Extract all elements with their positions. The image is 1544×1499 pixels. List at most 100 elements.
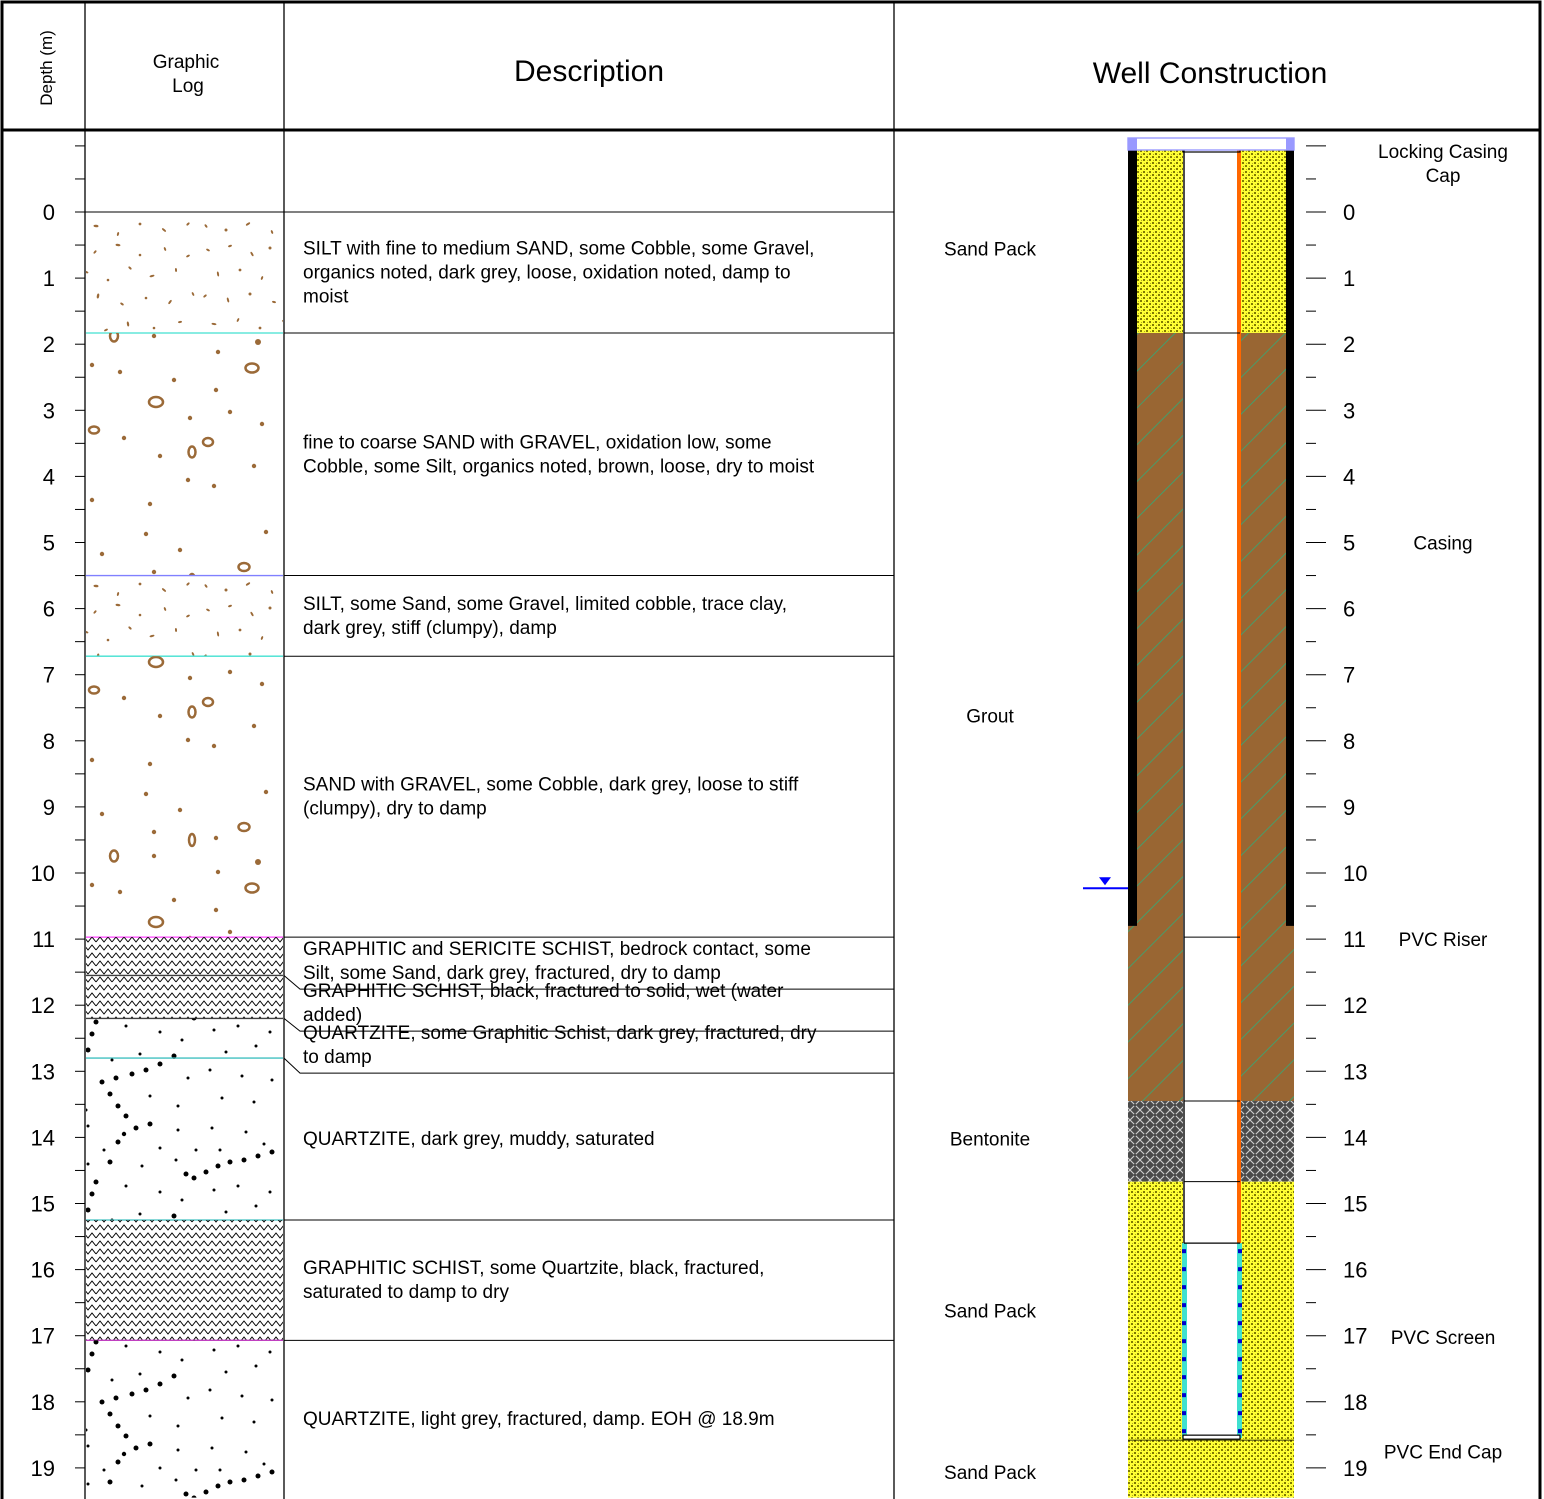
stratum-3: SILT, some Sand, some Gravel, limited co… — [86, 575, 894, 657]
stratum-graphic-schist — [86, 1220, 283, 1341]
depth-label-right: 10 — [1343, 861, 1367, 886]
depth-label-left: 15 — [31, 1192, 55, 1217]
stratum-description-line: QUARTZITE, dark grey, muddy, saturated — [303, 1129, 655, 1150]
depth-label-left: 18 — [31, 1390, 55, 1415]
description-separator — [283, 1057, 894, 1074]
screen-slot — [1182, 1357, 1186, 1362]
stratum-description-line: saturated to damp to dry — [303, 1282, 509, 1303]
screen-slot — [1182, 1339, 1186, 1344]
depth-label-right: 8 — [1343, 729, 1355, 754]
depth-label-left: 0 — [43, 200, 55, 225]
well-diagram — [1083, 137, 1295, 1498]
stratum-description-line: QUARTZITE, some Graphitic Schist, dark g… — [303, 1023, 817, 1044]
depth-label-right: 7 — [1343, 663, 1355, 688]
strata-layer: SILT with fine to medium SAND, some Cobb… — [85, 211, 894, 1498]
stratum-description-line: to damp — [303, 1047, 372, 1068]
screen-slot — [1238, 1429, 1242, 1434]
depth-label-right: 14 — [1343, 1125, 1367, 1150]
annulus-label: Sand Pack — [944, 239, 1036, 260]
water-level-icon — [1099, 877, 1111, 886]
depth-label-right: 18 — [1343, 1390, 1367, 1415]
depth-label-right: 9 — [1343, 795, 1355, 820]
depth-label-right: 3 — [1343, 398, 1355, 423]
stratum-description-line: SAND with GRAVEL, some Cobble, dark grey… — [303, 775, 799, 796]
component-label: PVC Riser — [1399, 930, 1488, 951]
depth-label-left: 8 — [43, 729, 55, 754]
depth-label-left: 12 — [31, 993, 55, 1018]
screen-slot — [1238, 1393, 1242, 1398]
stratum-graphic-quartzite — [86, 1018, 283, 1059]
depth-column-title: Depth (m) — [37, 30, 56, 106]
graphic-log-title-line2: Log — [172, 76, 204, 97]
annulus-label: Grout — [966, 707, 1014, 728]
well-construction-column-title: Well Construction — [1093, 57, 1328, 90]
pvc-end-cap — [1182, 1434, 1241, 1440]
depth-label-right: 16 — [1343, 1258, 1367, 1283]
depth-label-left: 17 — [31, 1324, 55, 1349]
pvc-riser-wall-right — [1237, 148, 1241, 1244]
annulus-label: Sand Pack — [944, 1302, 1036, 1323]
stratum-graphic-silt — [86, 212, 283, 333]
header-border — [0, 0, 1542, 132]
description-column-title: Description — [514, 55, 664, 88]
stratum-description-line: GRAPHITIC SCHIST, some Quartzite, black,… — [303, 1258, 764, 1279]
screen-slot — [1238, 1267, 1242, 1272]
stratum-graphic-sand — [86, 332, 283, 576]
depth-label-right: 17 — [1343, 1324, 1367, 1349]
screen-slot — [1238, 1249, 1242, 1254]
depth-label-left: 11 — [32, 927, 55, 952]
depth-label-right: 19 — [1343, 1456, 1367, 1481]
steel-casing-right — [1286, 150, 1294, 926]
depth-label-left: 5 — [43, 531, 55, 556]
screen-slot — [1238, 1285, 1242, 1290]
stratum-description-line: GRAPHITIC SCHIST, black, fractured to so… — [303, 981, 784, 1002]
depth-label-left: 13 — [31, 1059, 55, 1084]
stratum-8: QUARTZITE, dark grey, muddy, saturated — [86, 1058, 894, 1221]
depth-label-left: 2 — [43, 332, 55, 357]
stratum-graphic-quartzite — [86, 1058, 283, 1221]
stratum-graphic-sand — [86, 656, 283, 938]
component-label: PVC End Cap — [1384, 1442, 1502, 1463]
depth-label-left: 14 — [31, 1125, 55, 1150]
stratum-description-line: QUARTZITE, light grey, fractured, damp. … — [303, 1409, 775, 1430]
annulus-labels: Sand Pack Grout Bentonite Sand Pack Sand Pac… — [944, 239, 1036, 1484]
stratum-description-line: Cobble, some Silt, organics noted, brown… — [303, 456, 815, 477]
screen-slot — [1238, 1411, 1242, 1416]
stratum-description-line: dark grey, stiff (clumpy), damp — [303, 618, 557, 639]
depth-label-right: 12 — [1343, 993, 1367, 1018]
component-label: PVC Screen — [1391, 1328, 1496, 1349]
depth-label-left: 7 — [43, 663, 55, 688]
stratum-graphic-quartzite — [86, 1340, 283, 1498]
screen-slot — [1238, 1321, 1242, 1326]
depth-label-right: 6 — [1343, 597, 1355, 622]
stratum-9: GRAPHITIC SCHIST, some Quartzite, black,… — [86, 1220, 894, 1341]
stratum-2: fine to coarse SAND with GRAVEL, oxidati… — [86, 332, 894, 577]
screen-slot — [1182, 1249, 1186, 1254]
locking-casing-cap — [1127, 137, 1295, 151]
stratum-graphic-silt — [86, 575, 283, 657]
depth-label-right: 11 — [1343, 927, 1366, 952]
log-body-frame — [0, 130, 1542, 1499]
depth-label-right: 15 — [1343, 1192, 1367, 1217]
screen-slot — [1182, 1321, 1186, 1326]
stratum-1: SILT with fine to medium SAND, some Cobb… — [86, 212, 894, 334]
description-separator — [283, 975, 894, 990]
screen-slot — [1182, 1267, 1186, 1272]
steel-casing-left — [1128, 150, 1137, 926]
depth-label-right: 5 — [1343, 531, 1355, 556]
screen-slot — [1182, 1411, 1186, 1416]
screen-slot — [1182, 1375, 1186, 1380]
stratum-description-line: GRAPHITIC and SERICITE SCHIST, bedrock c… — [303, 939, 811, 960]
screen-slot — [1238, 1339, 1242, 1344]
depth-label-right: 2 — [1343, 332, 1355, 357]
screen-slot — [1182, 1303, 1186, 1308]
stratum-description-line: moist — [303, 286, 349, 307]
stratum-description-line: fine to coarse SAND with GRAVEL, oxidati… — [303, 432, 772, 453]
depth-label-left: 16 — [31, 1258, 55, 1283]
screen-slot — [1238, 1357, 1242, 1362]
depth-label-left: 19 — [31, 1456, 55, 1481]
depth-label-left: 6 — [43, 597, 55, 622]
screen-slot — [1238, 1303, 1242, 1308]
